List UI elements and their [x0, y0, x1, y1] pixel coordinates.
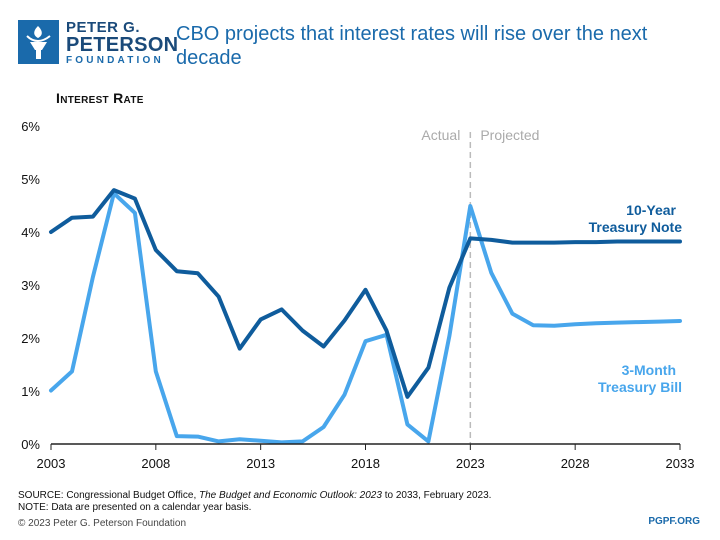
- projected-label: Projected: [480, 127, 539, 143]
- copyright: © 2023 Peter G. Peterson Foundation: [18, 518, 187, 529]
- data-note: NOTE: Data are presented on a calendar y…: [18, 502, 252, 513]
- y-tick-label: 0%: [21, 437, 40, 452]
- y-axis-label: Interest Rate: [56, 90, 144, 106]
- three-month-bill-line: [49, 191, 682, 445]
- series-label-line-1: 3-Month: [622, 362, 676, 378]
- series-label-line-2: Treasury Note: [589, 219, 683, 235]
- chart-title: CBO projects that interest rates will ri…: [176, 23, 648, 69]
- interest-rate-chart: Actual Projected 0% 1% 2% 3% 4% 5% 6% 2003 2008 20…: [21, 119, 694, 470]
- y-tick-label: 6%: [21, 119, 40, 134]
- logo-wordmark: PETER G. PETERSON FOUNDATION: [66, 20, 178, 67]
- x-tick-label: 2013: [246, 456, 275, 470]
- footer-notes: SOURCE: Congressional Budget Office, The…: [18, 490, 708, 530]
- series-lines: [49, 188, 682, 445]
- y-tick-label: 5%: [21, 172, 40, 187]
- logo-line-2: PETERSON: [66, 34, 179, 56]
- pgpf-logo: PETER G. PETERSON FOUNDATION: [18, 20, 178, 66]
- logo-line-3: FOUNDATION: [66, 55, 164, 66]
- logo-line-1: PETER G.: [66, 19, 141, 36]
- source-label: SOURCE: Congressional Budget Office,: [18, 490, 200, 501]
- series-labels: 10-Year Treasury Note 3-Month Treasury Bill: [589, 202, 683, 395]
- source-note: SOURCE: Congressional Budget Office, The…: [18, 490, 708, 502]
- actual-label: Actual: [421, 127, 460, 143]
- x-tick-label: 2003: [37, 456, 66, 470]
- y-tick-label: 1%: [21, 384, 40, 399]
- x-tick-label: 2023: [456, 456, 485, 470]
- x-tick-label: 2018: [351, 456, 380, 470]
- three-month-bill-label: 3-Month Treasury Bill: [598, 362, 682, 395]
- x-tick-label: 2008: [141, 456, 170, 470]
- source-title: The Budget and Economic Outlook: 2023: [199, 490, 382, 501]
- series-label-line-1: 10-Year: [626, 202, 676, 218]
- site-link[interactable]: PGPF.ORG: [648, 516, 700, 527]
- tick-labels: 0% 1% 2% 3% 4% 5% 6% 2003 2008 2013 2018 2023 2028 20…: [21, 119, 694, 470]
- y-tick-label: 3%: [21, 278, 40, 293]
- ten-year-note-label: 10-Year Treasury Note: [589, 202, 683, 235]
- ten-year-note-line: [49, 188, 682, 399]
- actual-projected-divider: Actual Projected: [421, 127, 539, 444]
- y-tick-label: 4%: [21, 225, 40, 240]
- x-tick-label: 2028: [561, 456, 590, 470]
- x-tick-label: 2033: [666, 456, 695, 470]
- source-rest: to 2033, February 2023.: [381, 490, 492, 501]
- y-tick-label: 2%: [21, 331, 40, 346]
- x-axis: [50, 443, 681, 450]
- torch-icon: [18, 20, 59, 64]
- series-label-line-2: Treasury Bill: [598, 379, 682, 395]
